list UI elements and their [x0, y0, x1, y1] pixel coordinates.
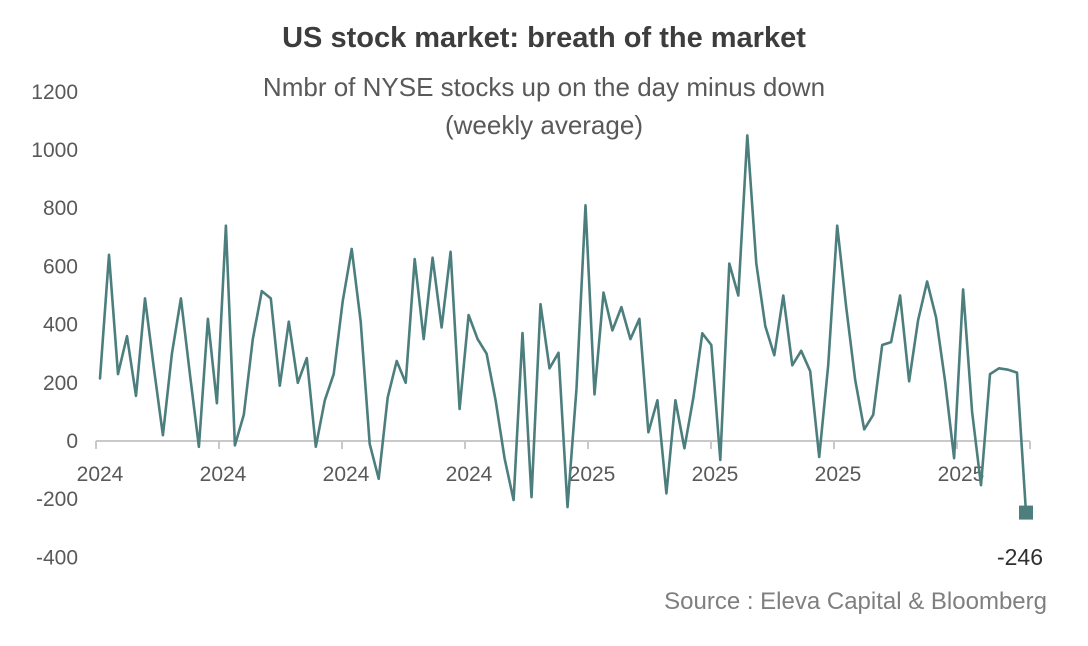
y-axis-tick-label: -200 — [36, 488, 78, 511]
y-axis-tick-label: 1200 — [31, 81, 78, 104]
x-axis-tick-label: 2024 — [323, 463, 370, 486]
x-axis-tick-label: 2024 — [200, 463, 247, 486]
x-axis-tick-label: 2025 — [938, 463, 985, 486]
y-axis-tick-label: 1000 — [31, 139, 78, 162]
source-note: Source : Eleva Capital & Bloomberg — [664, 588, 1047, 615]
x-axis-tick-label: 2025 — [692, 463, 739, 486]
x-axis-tick-label: 2024 — [77, 463, 124, 486]
y-axis-tick-label: -400 — [36, 546, 78, 569]
y-axis-tick-label: 400 — [43, 314, 78, 337]
y-axis-tick-label: 0 — [66, 430, 78, 453]
chart-subtitle-line2: (weekly average) — [445, 110, 643, 140]
y-axis-tick-label: 800 — [43, 197, 78, 220]
last-point-marker — [1019, 505, 1033, 520]
x-axis-tick-label: 2025 — [569, 463, 616, 486]
y-axis-tick-label: 600 — [43, 255, 78, 278]
chart-title: US stock market: breath of the market — [282, 22, 806, 54]
last-value-label: -246 — [996, 544, 1044, 570]
data-line — [98, 134, 1028, 514]
chart-subtitle-line1: Nmbr of NYSE stocks up on the day minus … — [262, 72, 826, 102]
x-axis-tick-label: 2024 — [446, 463, 493, 486]
y-axis-tick-label: 200 — [43, 372, 78, 395]
x-axis-tick-label: 2025 — [815, 463, 862, 486]
